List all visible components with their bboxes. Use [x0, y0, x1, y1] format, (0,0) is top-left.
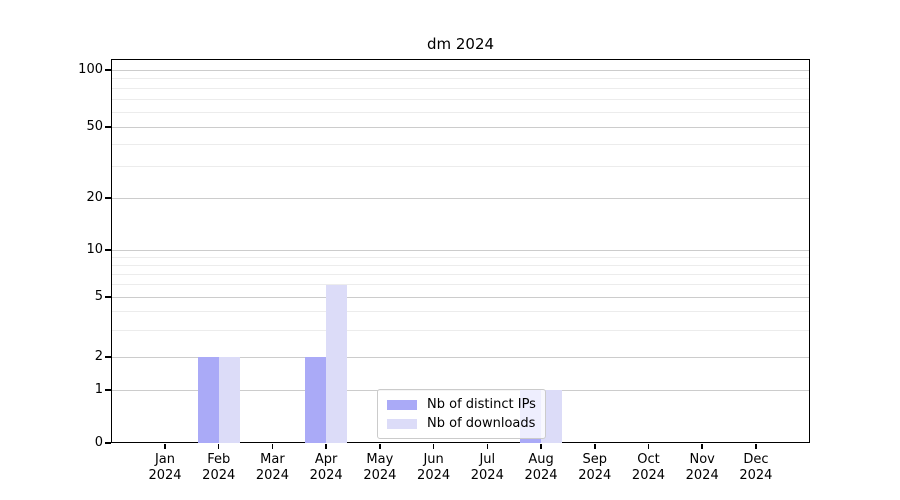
x-tick-label-jan: Jan 2024: [134, 452, 196, 484]
y-gridline-major-5: [112, 296, 809, 298]
y-tick-label-5: 5: [94, 289, 103, 304]
legend-row-downloads: Nb of downloads: [387, 414, 536, 433]
x-tick-label-month: Feb: [207, 452, 231, 467]
legend-label-downloads: Nb of downloads: [427, 416, 536, 431]
x-tick-label-month: May: [366, 452, 394, 467]
y-tick-label-0: 0: [94, 435, 103, 450]
legend-label-distinct-ips: Nb of distinct IPs: [427, 397, 536, 412]
y-tick-label-10: 10: [86, 242, 103, 257]
x-tick-label-apr: Apr 2024: [295, 452, 357, 484]
x-tick-label-feb: Feb 2024: [188, 452, 250, 484]
x-tickmark-oct: [647, 444, 650, 449]
x-tick-label-nov: Nov 2024: [671, 452, 733, 484]
bar-nb-of-downloads-feb: [218, 357, 240, 443]
x-tick-label-may: May 2024: [349, 452, 411, 484]
x-tick-label-year: 2024: [202, 468, 236, 483]
x-tickmark-feb: [217, 444, 220, 449]
y-gridline-minor-60: [112, 111, 809, 113]
x-tick-label-aug: Aug 2024: [510, 452, 572, 484]
x-tick-label-year: 2024: [631, 468, 666, 483]
x-tickmark-mar: [271, 444, 274, 449]
y-gridline-minor-80: [112, 87, 809, 89]
y-gridline-minor-9: [112, 256, 809, 258]
y-tick-label-2: 2: [94, 349, 103, 364]
bar-nb-of-downloads-apr: [326, 284, 348, 443]
y-tickmark-20: [105, 197, 111, 199]
x-tick-label-month: Jun: [423, 452, 444, 467]
y-tick-label-50: 50: [86, 119, 103, 134]
x-tickmark-jan: [164, 444, 166, 449]
x-tick-label-month: Oct: [637, 452, 660, 467]
y-tick-label-1: 1: [94, 382, 103, 397]
y-gridline-major-50: [112, 126, 809, 128]
y-gridline-minor-40: [112, 143, 809, 145]
x-tick-label-year: 2024: [255, 468, 289, 483]
x-tick-label-month: Apr: [314, 452, 338, 467]
y-gridline-minor-4: [112, 311, 809, 313]
y-tickmark-100: [105, 69, 111, 71]
x-tick-label-year: 2024: [470, 468, 504, 483]
x-tickmark-nov: [701, 444, 703, 449]
x-tickmark-jun: [432, 444, 435, 449]
plot-frame: [111, 59, 810, 443]
x-tick-label-month: Jan: [154, 452, 176, 467]
y-tickmark-2: [105, 356, 111, 358]
y-gridline-minor-70: [112, 98, 809, 100]
y-tickmark-5: [105, 296, 111, 298]
y-tick-label-20: 20: [86, 190, 103, 205]
y-tickmark-10: [105, 249, 111, 251]
x-tickmark-aug: [540, 444, 542, 449]
y-tickmark-0: [105, 442, 111, 444]
legend-swatch-distinct-ips: [387, 399, 417, 410]
x-tickmark-dec: [755, 444, 757, 449]
y-gridline-minor-3: [112, 329, 809, 331]
x-tick-label-year: 2024: [417, 468, 451, 483]
x-tick-label-month: Nov: [689, 452, 715, 467]
y-gridline-minor-90: [112, 78, 809, 80]
x-tickmark-sep: [594, 444, 596, 449]
x-tick-label-month: Mar: [260, 452, 285, 467]
x-tick-label-year: 2024: [578, 468, 612, 483]
y-gridline-major-2: [112, 356, 809, 358]
y-tickmark-50: [105, 126, 111, 128]
x-tick-label-year: 2024: [524, 468, 558, 483]
y-gridline-minor-7: [112, 273, 809, 275]
x-tick-label-jun: Jun 2024: [403, 452, 465, 484]
x-tick-label-mar: Mar 2024: [241, 452, 303, 484]
legend-swatch-downloads: [387, 418, 417, 429]
x-tick-label-oct: Oct 2024: [617, 452, 679, 484]
y-tickmark-1: [105, 389, 111, 391]
x-tick-label-month: Sep: [582, 452, 607, 467]
x-tick-label-year: 2024: [309, 468, 343, 483]
x-tick-label-jul: Jul 2024: [456, 452, 518, 484]
y-gridline-minor-8: [112, 264, 809, 266]
y-gridline-major-20: [112, 197, 809, 199]
x-tick-label-year: 2024: [739, 468, 773, 483]
x-tick-label-year: 2024: [148, 468, 182, 483]
y-gridline-minor-30: [112, 166, 809, 168]
legend-row-distinct-ips: Nb of distinct IPs: [387, 395, 536, 414]
y-tick-label-100: 100: [78, 62, 103, 77]
x-tick-label-year: 2024: [685, 468, 719, 483]
x-tick-label-year: 2024: [363, 468, 397, 483]
x-tick-label-dec: Dec 2024: [725, 452, 787, 484]
y-gridline-major-10: [112, 249, 809, 251]
x-tickmark-may: [379, 444, 381, 449]
bar-nb-of-distinct-ips-feb: [197, 357, 219, 443]
y-gridline-minor-6: [112, 284, 809, 286]
bar-nb-of-downloads-aug: [541, 390, 563, 443]
x-tick-label-sep: Sep 2024: [564, 452, 626, 484]
y-gridline-major-100: [112, 69, 809, 71]
x-tick-label-month: Dec: [743, 452, 769, 467]
legend: Nb of distinct IPs Nb of downloads: [377, 389, 546, 439]
x-tick-label-month: Jul: [479, 452, 496, 467]
x-tickmark-jul: [486, 444, 489, 449]
chart-title: dm 2024: [426, 35, 495, 53]
bar-nb-of-distinct-ips-apr: [305, 357, 327, 443]
x-tick-label-month: Aug: [528, 452, 554, 467]
x-tickmark-apr: [325, 444, 327, 449]
